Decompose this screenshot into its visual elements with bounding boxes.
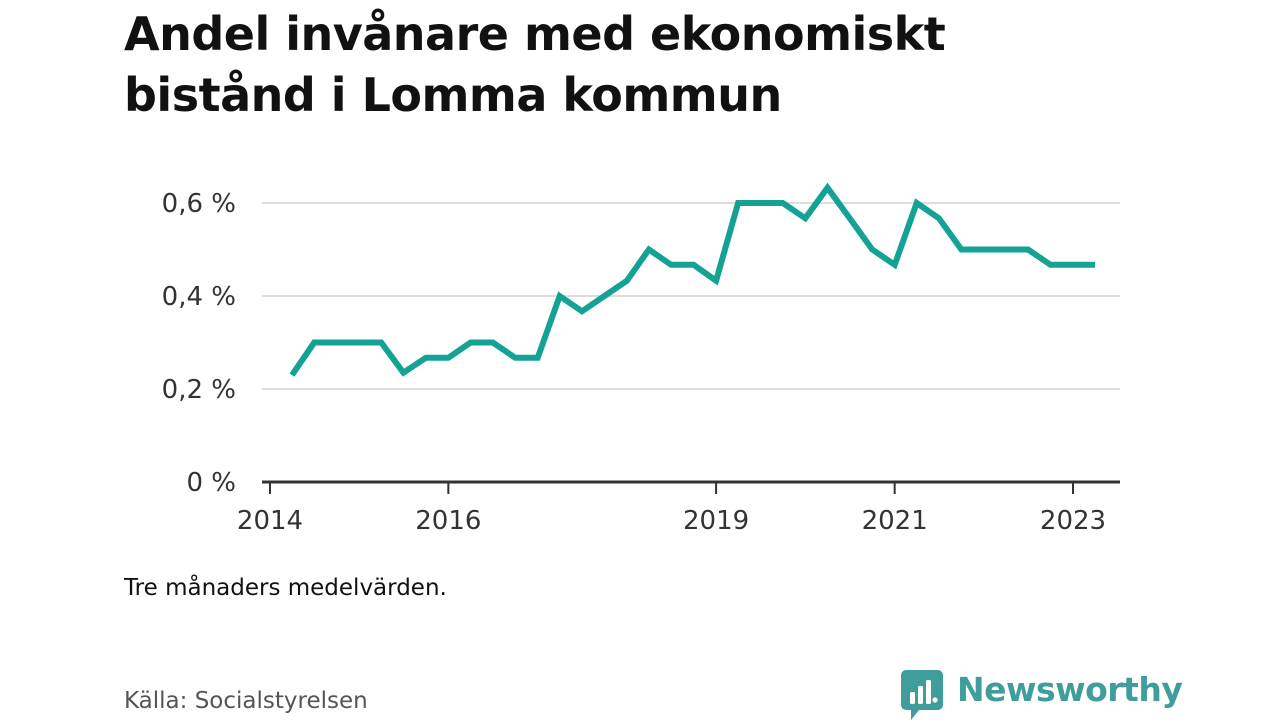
- chart-source: Källa: Socialstyrelsen: [124, 688, 368, 714]
- x-axis-ticks: 2014 2016 2019 2021 2023: [237, 482, 1106, 536]
- x-tick-label-3: 2021: [862, 506, 928, 536]
- x-tick-label-0: 2014: [237, 506, 303, 536]
- x-tick-label-2: 2019: [683, 506, 749, 536]
- brand-logo: Newsworthy: [901, 670, 1183, 720]
- y-tick-label-1: 0,2 %: [162, 375, 236, 405]
- x-tick-label-4: 2023: [1040, 506, 1106, 536]
- brand-name: Newsworthy: [957, 670, 1183, 709]
- y-tick-label-3: 0,6 %: [162, 189, 236, 219]
- grid-lines: [262, 202, 1120, 390]
- series-line-0: [289, 182, 1095, 377]
- y-axis-tick-labels: 0 % 0,2 % 0,4 % 0,6 %: [162, 189, 236, 498]
- y-tick-label-2: 0,4 %: [162, 282, 236, 312]
- chart-title: Andel invånare med ekonomiskt bistånd i …: [124, 7, 946, 122]
- y-tick-label-0: 0 %: [186, 468, 236, 498]
- series-lines: [289, 182, 1095, 377]
- chart-note: Tre månaders medelvärden.: [124, 575, 447, 601]
- x-tick-label-1: 2016: [415, 506, 481, 536]
- newsworthy-logo-icon: [901, 670, 943, 720]
